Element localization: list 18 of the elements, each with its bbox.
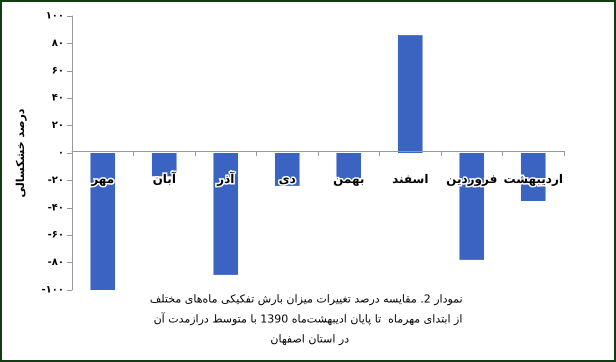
x-tick-label: دی [278,172,296,186]
y-tick-label: ۲۰ [52,120,64,132]
y-tick-label: -۱۰۰ [42,284,64,296]
x-tick-label: اسفند [392,172,428,186]
y-tick-label: ۱۰۰ [46,10,64,22]
y-tick-label: -۴۰ [48,202,64,214]
y-tick-label: ۶۰ [52,65,64,76]
y-tick-label: -۶۰ [48,230,64,241]
text: نمودار 2. مقایسه درصد تغییرات میزان بارش تفکیکی ماه‌های مختلف از ابتدای مهرماه تا پایان ادیبهشت‌ماه 1390 با متوسط درازمدت آن در استان اصفهان [150,292,466,346]
y-tick-label: -۸۰ [48,257,64,268]
y-tick-label: ۴۰ [52,92,64,104]
x-tick-label: آذر [216,171,236,186]
x-tick-label: آبان [152,171,177,186]
y-tick-label: -۲۰ [48,174,64,186]
y-tick-label: ۸۰ [52,38,64,49]
x-tick-label: مهر [90,172,114,186]
y-tick-label: ۰ [58,148,64,158]
y-axis-title: درصد خشکسالی [14,108,27,198]
